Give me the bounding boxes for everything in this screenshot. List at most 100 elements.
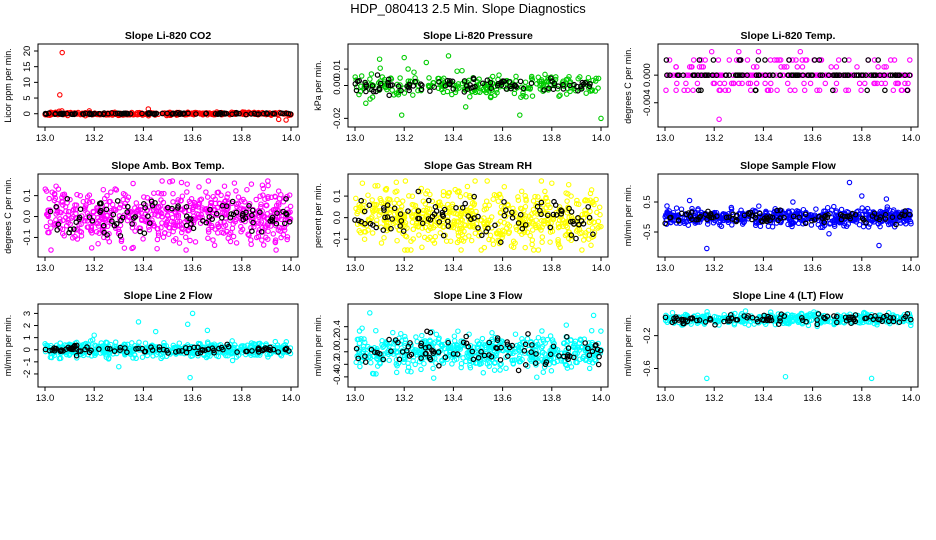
data-point bbox=[598, 328, 604, 334]
data-point bbox=[368, 71, 375, 77]
data-point-highlight bbox=[223, 203, 230, 209]
x-tick-label: 13.6 bbox=[183, 263, 202, 274]
data-point bbox=[155, 213, 161, 219]
data-point-highlight bbox=[280, 208, 286, 215]
data-point bbox=[365, 192, 371, 198]
data-point bbox=[65, 219, 71, 226]
data-point bbox=[683, 72, 689, 78]
data-point bbox=[673, 205, 680, 211]
data-point-highlight bbox=[756, 72, 763, 79]
data-point bbox=[450, 224, 457, 231]
data-point-highlight bbox=[406, 82, 413, 88]
data-point bbox=[282, 216, 288, 223]
data-point-highlight bbox=[110, 211, 117, 218]
data-point bbox=[548, 368, 555, 374]
data-point bbox=[589, 225, 596, 231]
y-tick-label: -0.004 bbox=[642, 89, 653, 116]
data-point bbox=[457, 213, 464, 220]
data-point bbox=[523, 196, 529, 202]
data-point-highlight bbox=[882, 87, 888, 94]
data-point bbox=[62, 214, 69, 221]
data-point bbox=[487, 94, 494, 100]
data-point bbox=[173, 235, 179, 242]
data-point-highlight bbox=[762, 57, 768, 63]
data-point bbox=[573, 200, 580, 207]
data-point bbox=[94, 204, 100, 211]
data-point-highlight bbox=[568, 209, 575, 215]
data-point-highlight bbox=[100, 222, 107, 229]
data-point bbox=[402, 333, 408, 340]
data-point bbox=[406, 193, 412, 199]
data-point bbox=[878, 80, 885, 87]
data-point bbox=[711, 217, 718, 224]
data-point bbox=[666, 208, 672, 214]
data-point bbox=[530, 198, 537, 204]
data-point-highlight bbox=[391, 205, 398, 212]
data-point-highlight bbox=[283, 110, 290, 117]
data-point bbox=[529, 237, 536, 243]
data-point bbox=[813, 206, 819, 212]
data-point bbox=[125, 194, 132, 200]
x-tick-label: 13.2 bbox=[85, 133, 104, 144]
data-point-highlight bbox=[114, 198, 121, 204]
data-point bbox=[146, 227, 153, 233]
data-point-highlight bbox=[538, 199, 545, 206]
data-point bbox=[230, 233, 237, 240]
data-point bbox=[556, 217, 563, 224]
data-point bbox=[567, 79, 574, 85]
data-point bbox=[440, 188, 447, 195]
data-point bbox=[580, 237, 587, 243]
data-point-highlight bbox=[283, 196, 289, 202]
data-point bbox=[483, 89, 490, 96]
data-point bbox=[822, 80, 829, 87]
data-point bbox=[887, 221, 894, 227]
data-point bbox=[272, 338, 279, 345]
data-point-highlight bbox=[139, 110, 145, 117]
data-point bbox=[795, 209, 802, 215]
data-point-highlight bbox=[507, 83, 514, 90]
data-point bbox=[94, 215, 101, 221]
y-tick-label: 0.0 bbox=[332, 211, 343, 224]
data-point bbox=[673, 87, 679, 94]
y-tick-label: 1 bbox=[22, 335, 33, 340]
data-point bbox=[416, 232, 422, 238]
data-point bbox=[54, 200, 60, 207]
data-point bbox=[476, 76, 482, 82]
data-point-highlight bbox=[462, 200, 469, 207]
data-point bbox=[529, 211, 535, 217]
data-point bbox=[458, 237, 465, 243]
data-point bbox=[353, 195, 359, 202]
data-point bbox=[203, 189, 209, 195]
plot-title: Slope Sample Flow bbox=[740, 160, 837, 172]
data-point bbox=[902, 80, 908, 87]
data-point bbox=[499, 234, 505, 241]
data-point bbox=[512, 331, 519, 337]
data-point-highlight bbox=[398, 218, 405, 224]
x-tick-label: 13.4 bbox=[444, 133, 463, 144]
page-title: HDP_080413 2.5 Min. Slope Diagnostics bbox=[350, 1, 586, 16]
data-point bbox=[276, 202, 282, 208]
data-point-highlight bbox=[415, 208, 422, 214]
data-point bbox=[90, 208, 96, 215]
data-point bbox=[74, 191, 80, 198]
data-point bbox=[767, 57, 774, 63]
x-tick-label: 14.0 bbox=[282, 393, 301, 404]
data-point bbox=[550, 216, 557, 223]
data-point bbox=[253, 196, 259, 203]
data-point bbox=[876, 242, 882, 249]
data-point bbox=[394, 237, 400, 244]
data-point bbox=[539, 239, 545, 245]
data-point bbox=[704, 245, 710, 252]
plot-title: Slope Li-820 CO2 bbox=[125, 30, 212, 42]
data-point bbox=[396, 200, 403, 207]
data-point bbox=[284, 234, 291, 240]
data-point bbox=[260, 242, 267, 248]
data-point-highlight bbox=[170, 110, 176, 117]
data-point bbox=[116, 205, 123, 211]
y-tick-label: -0.1 bbox=[22, 229, 33, 245]
data-point bbox=[708, 48, 715, 55]
data-point bbox=[400, 230, 406, 237]
data-point bbox=[590, 77, 596, 84]
data-point bbox=[378, 240, 385, 246]
data-point bbox=[579, 247, 585, 253]
